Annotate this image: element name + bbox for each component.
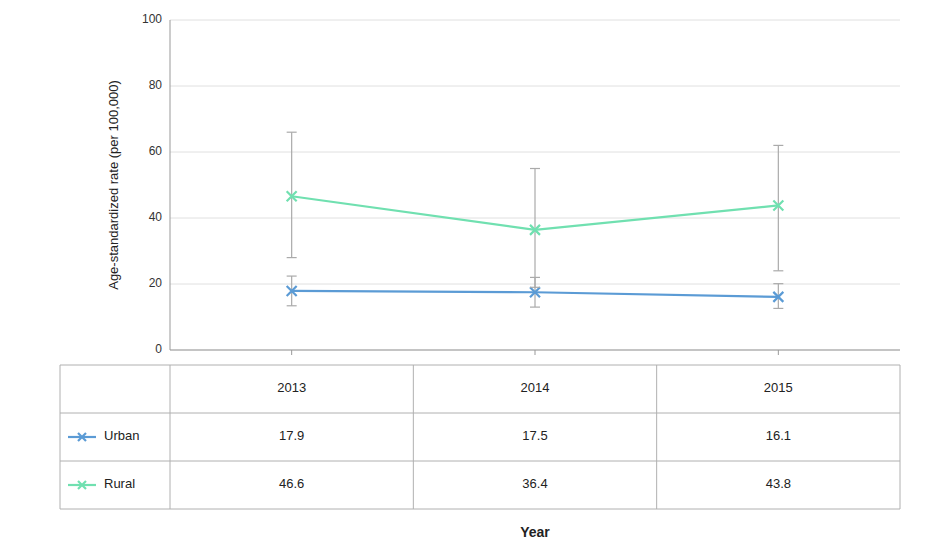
chart: 0 20 40 60 80 100 Age-standardized rate (per 1… <box>0 0 930 558</box>
table-rule <box>60 509 900 510</box>
table-value: 43.8 <box>766 476 791 491</box>
table-rule <box>170 365 171 509</box>
grid-line <box>170 20 900 21</box>
grid-line <box>170 86 900 87</box>
table-value: 16.1 <box>766 428 791 443</box>
table-value: 17.9 <box>279 428 304 443</box>
error-bar <box>773 145 783 270</box>
tick-mark <box>291 350 292 355</box>
legend-swatch <box>68 481 96 489</box>
table-rule <box>656 365 657 509</box>
grid <box>170 20 900 350</box>
grid-line <box>170 152 900 153</box>
axis-label: Age-standardized rate (per 100,000) <box>106 80 121 290</box>
x-axis <box>170 350 900 351</box>
table-rule <box>60 413 900 414</box>
tick-label: 40 <box>149 210 163 224</box>
marker <box>287 286 297 296</box>
table-rule <box>60 365 61 509</box>
error-bar <box>530 169 540 288</box>
marker <box>773 200 783 210</box>
tick-label: 20 <box>149 276 163 290</box>
tick-mark <box>535 350 536 355</box>
marker <box>287 191 297 201</box>
table-header: 2014 <box>521 380 550 395</box>
table-header: 2013 <box>277 380 306 395</box>
y-axis <box>170 20 171 350</box>
table-rule <box>60 365 900 366</box>
data-table: 2013 2014 2015 Urban 17.9 17.5 16.1 Rural 46.6 36… <box>60 365 900 509</box>
error-bar <box>287 132 297 257</box>
tick-label: 100 <box>142 12 162 26</box>
marker <box>773 292 783 302</box>
table-value: 17.5 <box>522 428 547 443</box>
legend-label: Urban <box>104 428 139 443</box>
table-value: 46.6 <box>279 476 304 491</box>
line <box>292 196 779 230</box>
tick-label: 60 <box>149 144 163 158</box>
axis-label: Year <box>520 524 550 540</box>
marker <box>530 225 540 235</box>
tick-label: 0 <box>155 342 162 356</box>
table-rule <box>413 365 414 509</box>
table-value: 36.4 <box>522 476 547 491</box>
table-header: 2015 <box>764 380 793 395</box>
table-rule <box>900 365 901 509</box>
tick-label: 80 <box>149 78 163 92</box>
grid-line <box>170 350 900 351</box>
tick-mark <box>778 350 779 355</box>
legend-label: Rural <box>104 476 135 491</box>
series <box>287 132 784 287</box>
legend-swatch <box>68 433 96 441</box>
marker <box>530 287 540 297</box>
plot-area <box>287 132 784 308</box>
table-rule <box>60 461 900 462</box>
